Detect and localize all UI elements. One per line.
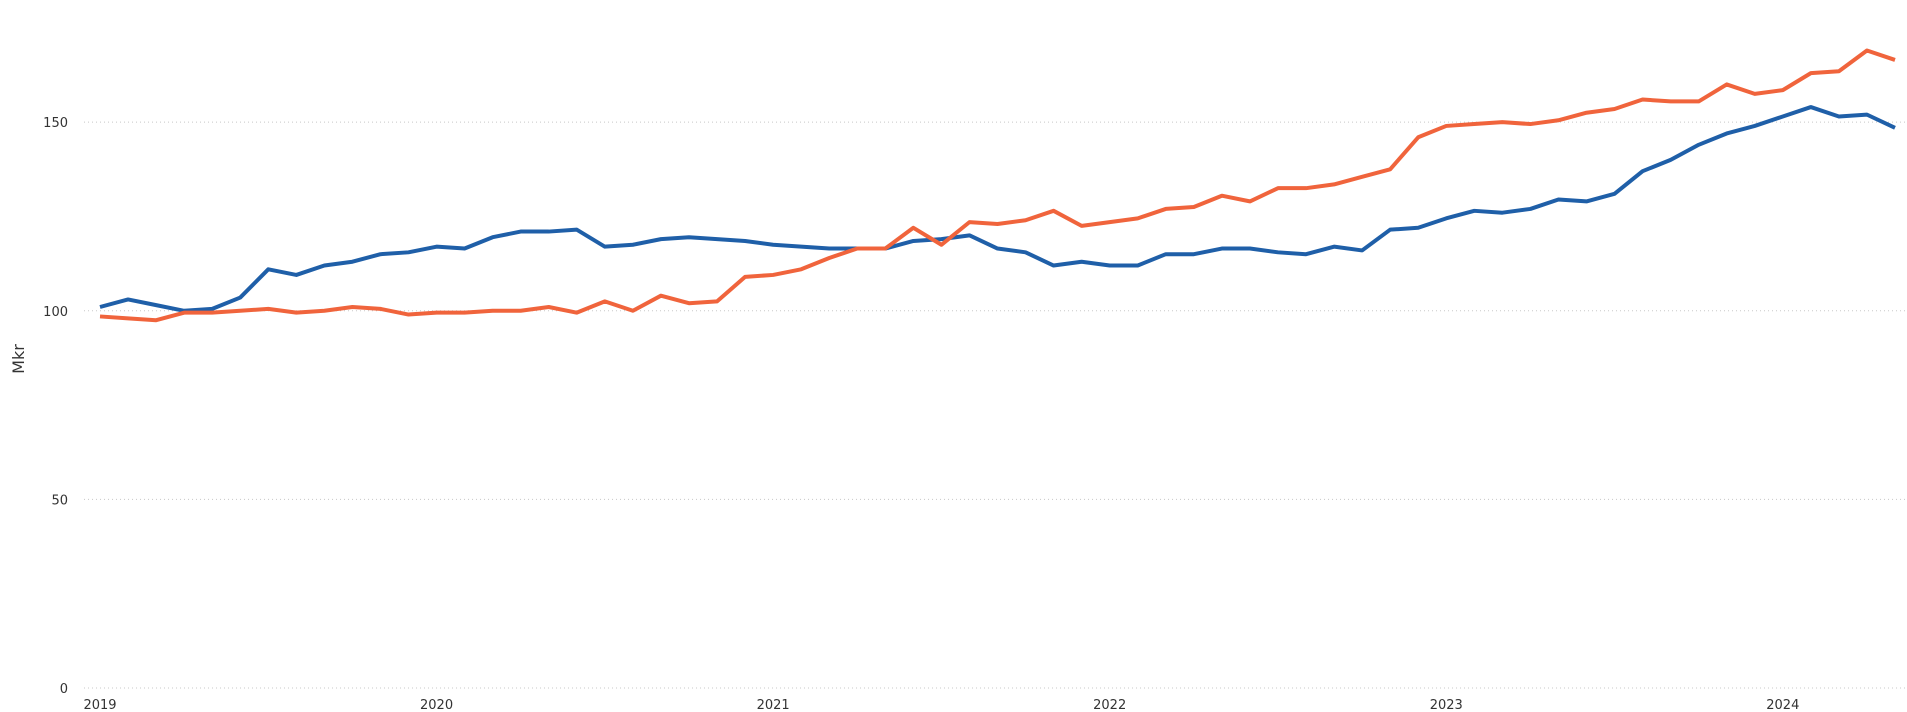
- y-tick-label: 100: [43, 305, 68, 320]
- x-tick-label: 2020: [420, 698, 453, 712]
- x-tick-label: 2022: [1093, 698, 1126, 712]
- series-line: [99, 105, 1896, 313]
- y-tick-label: 0: [60, 682, 68, 697]
- x-tick-label: 2024: [1766, 698, 1799, 712]
- series-line: [99, 48, 1896, 323]
- y-axis-label: Mkr: [9, 344, 28, 374]
- x-tick-label: 2021: [757, 698, 790, 712]
- y-tick-label: 50: [51, 493, 68, 508]
- x-tick-label: 2023: [1430, 698, 1463, 712]
- x-tick-label: 2019: [83, 698, 116, 712]
- y-tick-label: 150: [43, 116, 68, 131]
